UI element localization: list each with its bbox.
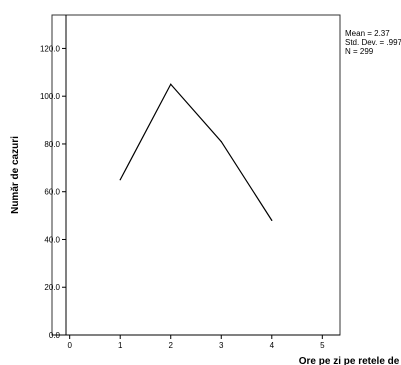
x-tick-label: 3 <box>219 341 224 350</box>
x-tick-label: 1 <box>118 341 123 350</box>
x-tick-label: 2 <box>169 341 174 350</box>
y-axis-title: Număr de cazuri <box>10 136 21 214</box>
statistics-box: Mean = 2.37 Std. Dev. = .997 N = 299 <box>345 29 401 56</box>
data-point <box>271 219 273 221</box>
data-point <box>119 179 121 181</box>
y-tick-label: 0.0 <box>49 331 61 340</box>
series-layer <box>119 83 273 221</box>
y-axis-ticks: 0.0 20.0 40.0 60.0 80.0 100.0 120.0 <box>40 44 66 340</box>
x-axis-title: Ore pe zi pe retele de socializare <box>299 356 401 365</box>
y-tick-label: 100.0 <box>40 92 61 101</box>
y-tick-label: 40.0 <box>44 235 60 244</box>
data-point <box>170 83 172 85</box>
plot-area <box>51 14 341 336</box>
y-tick-label: 80.0 <box>44 140 60 149</box>
x-tick-label: 0 <box>67 341 72 350</box>
x-tick-label: 4 <box>270 341 275 350</box>
y-tick-label: 120.0 <box>40 44 61 53</box>
x-axis-ticks: 0 1 2 3 4 5 <box>67 335 325 350</box>
stats-mean: Mean = 2.37 <box>345 29 390 38</box>
data-point <box>220 140 222 143</box>
y-tick-label: 60.0 <box>44 188 60 197</box>
stats-std-dev: Std. Dev. = .997 <box>345 38 401 47</box>
y-tick-label: 20.0 <box>44 283 60 292</box>
x-tick-label: 5 <box>320 341 325 350</box>
series-line <box>119 83 273 221</box>
stats-n: N = 299 <box>345 47 374 56</box>
